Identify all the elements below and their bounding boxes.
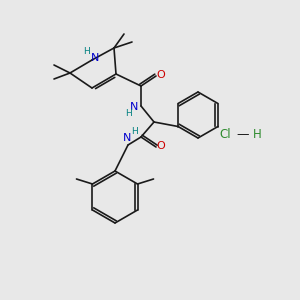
Text: H: H xyxy=(130,128,137,136)
Text: N: N xyxy=(123,133,131,143)
Text: H: H xyxy=(84,47,90,56)
Text: H: H xyxy=(253,128,261,142)
Text: O: O xyxy=(157,70,165,80)
Text: —: — xyxy=(237,128,249,142)
Text: H: H xyxy=(124,109,131,118)
Text: O: O xyxy=(157,141,165,151)
Text: Cl: Cl xyxy=(219,128,231,142)
Text: N: N xyxy=(130,102,138,112)
Text: N: N xyxy=(91,53,99,63)
